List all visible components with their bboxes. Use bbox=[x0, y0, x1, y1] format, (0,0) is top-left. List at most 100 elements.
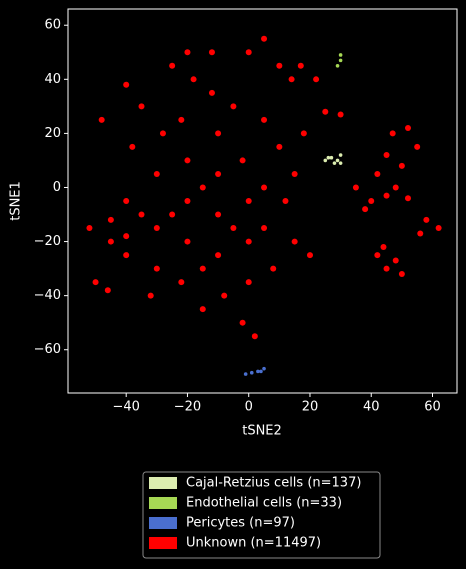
point bbox=[230, 103, 237, 110]
point bbox=[329, 155, 334, 160]
point bbox=[398, 271, 405, 278]
point bbox=[417, 230, 424, 237]
point bbox=[383, 265, 390, 272]
point bbox=[138, 103, 145, 110]
point bbox=[199, 265, 206, 272]
legend-swatch bbox=[149, 517, 177, 529]
point bbox=[153, 170, 160, 177]
y-tick-label: −60 bbox=[34, 342, 61, 357]
point bbox=[169, 211, 176, 218]
point bbox=[243, 372, 248, 376]
point bbox=[245, 238, 252, 245]
point bbox=[221, 292, 228, 299]
point bbox=[326, 155, 331, 160]
point bbox=[300, 130, 307, 137]
point bbox=[261, 225, 268, 232]
point bbox=[337, 111, 344, 118]
x-tick-label: −20 bbox=[174, 400, 201, 415]
point bbox=[107, 216, 114, 223]
point bbox=[123, 233, 130, 240]
point bbox=[368, 198, 375, 204]
point bbox=[291, 170, 298, 177]
point bbox=[138, 211, 145, 218]
legend-swatch bbox=[149, 497, 177, 509]
x-tick-label: 40 bbox=[363, 400, 380, 415]
legend-label: Cajal-Retzius cells (n=137) bbox=[186, 476, 361, 491]
point bbox=[184, 157, 191, 164]
point bbox=[362, 206, 369, 213]
y-tick-label: 60 bbox=[44, 18, 61, 33]
point bbox=[169, 62, 176, 69]
point bbox=[178, 116, 185, 123]
plot-frame bbox=[67, 8, 458, 394]
point bbox=[199, 184, 206, 191]
point bbox=[262, 366, 266, 371]
legend-swatch bbox=[149, 477, 177, 489]
point bbox=[215, 211, 222, 218]
point bbox=[178, 279, 185, 286]
point bbox=[153, 225, 160, 232]
point bbox=[249, 370, 254, 375]
point bbox=[261, 35, 268, 42]
point bbox=[291, 238, 298, 245]
point bbox=[153, 265, 160, 272]
point bbox=[123, 198, 130, 204]
point bbox=[123, 252, 130, 259]
point bbox=[392, 184, 399, 191]
point bbox=[184, 198, 191, 204]
point bbox=[389, 130, 396, 137]
point bbox=[380, 243, 387, 250]
point bbox=[383, 192, 390, 199]
point bbox=[338, 53, 343, 57]
point bbox=[251, 333, 258, 340]
point bbox=[184, 49, 191, 56]
legend-label: Unknown (n=11497) bbox=[186, 536, 321, 551]
point bbox=[104, 287, 111, 294]
y-tick-label: 0 bbox=[53, 180, 61, 195]
point bbox=[230, 225, 237, 232]
point bbox=[259, 369, 263, 374]
point bbox=[86, 225, 93, 232]
point bbox=[147, 292, 154, 299]
point bbox=[435, 225, 442, 232]
point bbox=[338, 58, 343, 63]
point bbox=[383, 152, 390, 159]
point bbox=[270, 265, 277, 272]
point bbox=[98, 116, 105, 123]
point bbox=[129, 143, 136, 150]
point bbox=[338, 153, 343, 157]
y-tick-label: 20 bbox=[44, 126, 61, 141]
point bbox=[322, 108, 329, 115]
point bbox=[414, 143, 421, 150]
point bbox=[159, 130, 166, 137]
point bbox=[374, 252, 381, 259]
legend-label: Pericytes (n=97) bbox=[186, 516, 295, 531]
point bbox=[288, 76, 295, 83]
x-tick-label: 60 bbox=[424, 400, 441, 415]
point bbox=[256, 369, 260, 374]
point bbox=[239, 157, 246, 164]
point bbox=[335, 63, 340, 68]
y-tick-label: −20 bbox=[34, 234, 61, 249]
point bbox=[184, 238, 191, 245]
point bbox=[208, 49, 215, 56]
point bbox=[107, 238, 114, 245]
point bbox=[245, 49, 252, 56]
point bbox=[276, 143, 283, 150]
point bbox=[261, 184, 268, 191]
point bbox=[352, 184, 359, 191]
point bbox=[392, 257, 399, 264]
x-tick-label: −40 bbox=[112, 400, 139, 415]
point bbox=[276, 62, 283, 69]
point bbox=[215, 130, 222, 137]
point bbox=[239, 319, 246, 326]
y-axis-label: tSNE1 bbox=[9, 181, 24, 221]
point bbox=[245, 279, 252, 286]
point bbox=[92, 279, 99, 286]
legend-label: Endothelial cells (n=33) bbox=[186, 496, 342, 511]
y-tick-label: −40 bbox=[34, 288, 61, 303]
point bbox=[123, 81, 130, 88]
point bbox=[404, 124, 411, 131]
point bbox=[261, 116, 268, 123]
